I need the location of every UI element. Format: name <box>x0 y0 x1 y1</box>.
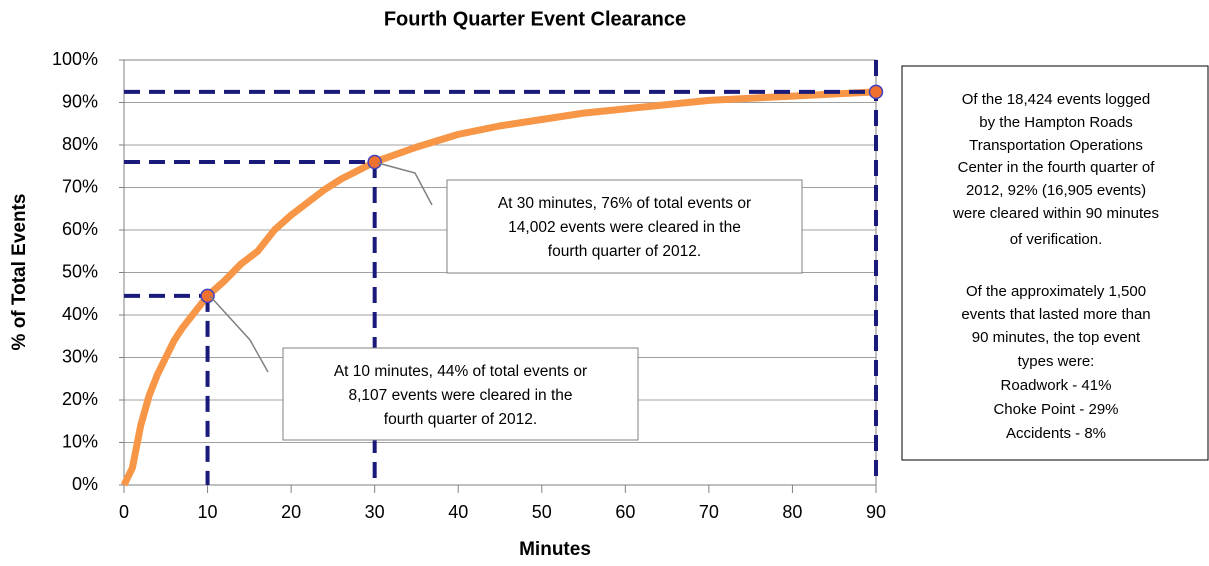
x-tick-label: 0 <box>119 502 129 522</box>
note-text: Of the approximately 1,500 <box>966 283 1146 300</box>
note-text: Center in the fourth quarter of <box>958 159 1156 176</box>
x-tick-label: 60 <box>615 502 635 522</box>
callout-text: fourth quarter of 2012. <box>548 243 701 260</box>
callout-box <box>446 179 803 274</box>
highlight-point <box>200 288 215 304</box>
note-text: Choke Point - 29% <box>993 401 1118 418</box>
callout-leader <box>377 162 433 206</box>
chart-title: Fourth Quarter Event Clearance <box>384 8 686 30</box>
callout-box <box>282 347 639 441</box>
note-text: events that lasted more than <box>961 306 1150 323</box>
callout-leader <box>209 295 269 373</box>
note-text: of verification. <box>1010 231 1103 248</box>
note-box <box>901 65 1209 461</box>
x-tick-label: 10 <box>198 502 218 522</box>
y-tick-label: 40% <box>62 304 98 324</box>
y-tick-label: 20% <box>62 389 98 409</box>
y-axis-label: % of Total Events <box>9 194 30 351</box>
x-tick-label: 70 <box>699 502 719 522</box>
highlight-point <box>367 154 382 170</box>
x-tick-label: 50 <box>532 502 552 522</box>
note-text: types were: <box>1018 353 1095 370</box>
note-text: 90 minutes, the top event <box>972 329 1141 346</box>
note-text: 2012, 92% (16,905 events) <box>966 182 1146 199</box>
callout-text: 14,002 events were cleared in the <box>508 219 741 236</box>
y-tick-label: 80% <box>62 134 98 154</box>
x-tick-label: 20 <box>281 502 301 522</box>
note-text: Accidents - 8% <box>1006 425 1106 442</box>
y-tick-label: 10% <box>62 431 98 451</box>
callout-text: fourth quarter of 2012. <box>384 411 537 428</box>
y-tick-label: 100% <box>52 49 98 69</box>
note-text: Transportation Operations <box>969 137 1143 154</box>
callout-text: At 10 minutes, 44% of total events or <box>334 363 587 380</box>
x-tick-label: 40 <box>448 502 468 522</box>
x-tick-label: 80 <box>782 502 802 522</box>
y-tick-label: 60% <box>62 219 98 239</box>
y-tick-label: 70% <box>62 176 98 196</box>
y-tick-label: 30% <box>62 346 98 366</box>
x-axis-label: Minutes <box>519 539 591 560</box>
callout-text: At 30 minutes, 76% of total events or <box>498 195 751 212</box>
note-text: Roadwork - 41% <box>1001 377 1112 394</box>
note-text: by the Hampton Roads <box>979 114 1132 131</box>
x-tick-label: 90 <box>866 502 886 522</box>
clearance-line <box>120 88 877 487</box>
callout-text: 8,107 events were cleared in the <box>348 387 572 404</box>
x-tick-label: 30 <box>365 502 385 522</box>
y-tick-label: 0% <box>72 474 98 494</box>
highlight-point <box>868 84 884 100</box>
note-text: Of the 18,424 events logged <box>962 91 1150 108</box>
y-tick-label: 50% <box>62 261 98 281</box>
y-tick-label: 90% <box>62 91 98 111</box>
note-text: were cleared within 90 minutes <box>952 205 1159 222</box>
